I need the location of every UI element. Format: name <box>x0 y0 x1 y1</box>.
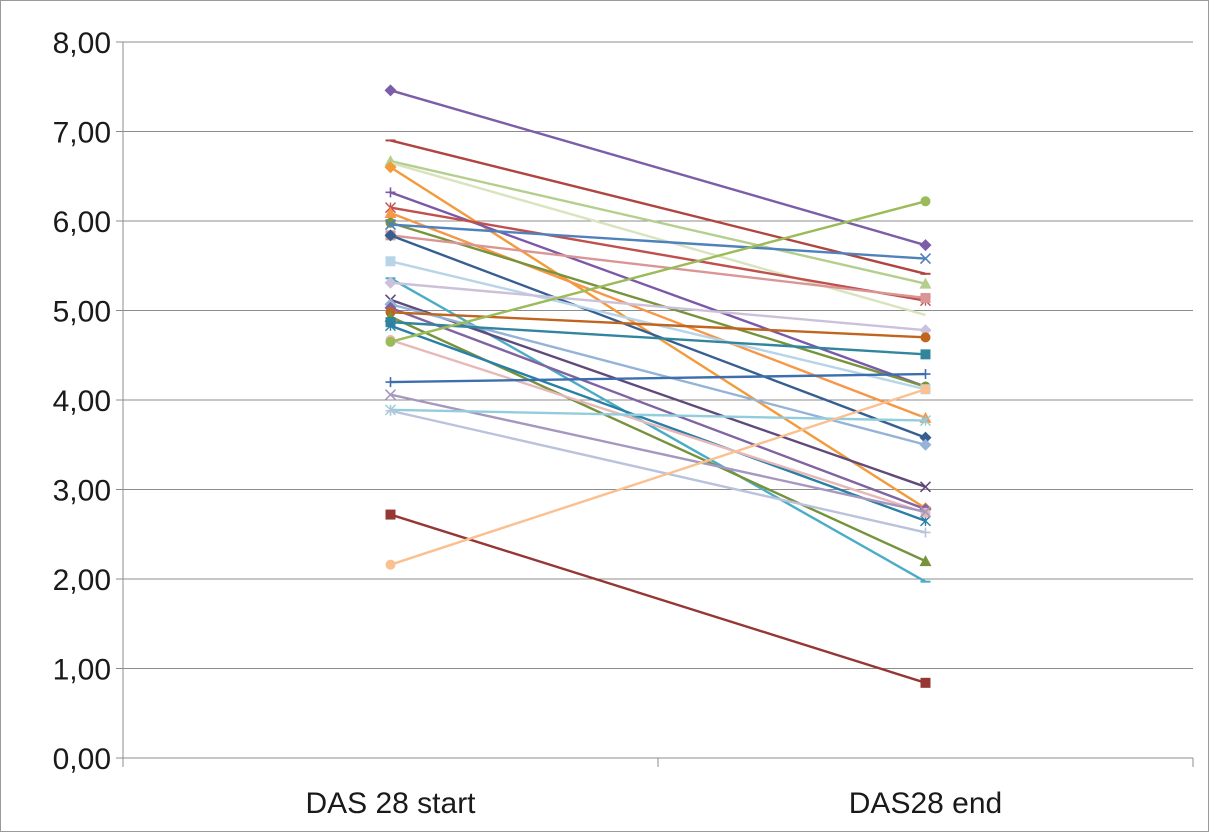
data-point <box>385 187 396 198</box>
data-point <box>384 229 397 242</box>
series-28 <box>385 405 931 538</box>
y-tick-label: 2,00 <box>53 564 111 597</box>
data-point <box>919 555 932 567</box>
data-point <box>920 196 931 207</box>
data-point <box>920 349 931 360</box>
y-tick-label: 1,00 <box>53 654 111 687</box>
series-line <box>390 234 926 300</box>
y-tick-label: 3,00 <box>53 475 111 508</box>
data-point <box>920 292 931 303</box>
series-line <box>390 388 926 566</box>
series-line <box>390 211 926 420</box>
series-line <box>390 89 926 247</box>
data-point <box>920 415 931 427</box>
series-line <box>390 513 926 684</box>
data-point <box>385 336 396 347</box>
axis-labels: 0,00 1,00 2,00 3,00 4,00 5,00 6,00 7,00 8,00 DAS … <box>53 27 1003 820</box>
data-point <box>385 377 396 388</box>
data-point <box>919 438 932 451</box>
data-point <box>384 219 397 231</box>
data-point <box>920 369 931 380</box>
series-29 <box>385 509 931 688</box>
data-point <box>385 405 396 416</box>
data-point <box>919 253 932 265</box>
y-tick-label: 0,00 <box>53 743 111 776</box>
y-tick-label: 8,00 <box>53 27 111 60</box>
y-tick-label: 5,00 <box>53 296 111 329</box>
series-15 <box>384 276 932 337</box>
series-25 <box>385 369 931 388</box>
data-point <box>385 256 396 267</box>
series-line <box>390 409 926 534</box>
data-point <box>384 276 397 289</box>
data-point <box>920 384 931 395</box>
series-4 <box>390 161 926 317</box>
data-point <box>384 84 397 97</box>
series-line <box>390 298 926 488</box>
series-line <box>390 393 926 514</box>
series-12 <box>384 229 932 444</box>
series-line <box>390 234 926 439</box>
data-point <box>919 277 932 289</box>
data-point <box>384 389 397 401</box>
data-point <box>920 677 931 688</box>
x-category-label: DAS28 end <box>849 787 1002 820</box>
series-line <box>390 306 926 511</box>
data-point <box>920 332 931 343</box>
series-26 <box>384 389 932 518</box>
series-line <box>390 161 926 317</box>
data-point <box>385 509 396 520</box>
x-category-label: DAS 28 start <box>305 787 476 820</box>
series-30 <box>385 384 931 570</box>
data-point <box>385 320 396 332</box>
y-tick-label: 6,00 <box>53 206 111 239</box>
series-10 <box>384 219 932 265</box>
y-tick-label: 4,00 <box>53 385 111 418</box>
data-point <box>385 217 396 228</box>
data-point <box>919 481 932 493</box>
series-22 <box>385 320 931 527</box>
series-line <box>390 206 926 302</box>
gridlines <box>123 41 1193 669</box>
axes <box>116 41 1194 767</box>
data-point <box>919 324 932 337</box>
series-line <box>390 139 926 275</box>
data-point <box>385 559 396 570</box>
series-line <box>390 320 926 356</box>
data-point <box>384 206 397 218</box>
series-1 <box>384 84 932 252</box>
series-line <box>390 281 926 332</box>
data-point <box>920 527 931 538</box>
y-tick-label: 7,00 <box>53 117 111 150</box>
series-line <box>390 338 926 514</box>
series-line <box>390 311 926 339</box>
data-point <box>384 161 397 174</box>
series-2 <box>385 139 931 275</box>
series-24 <box>385 196 931 347</box>
data-point <box>919 506 932 518</box>
series-line <box>390 159 926 285</box>
series-line <box>390 191 926 388</box>
series-line <box>390 324 926 522</box>
series-line <box>390 221 926 388</box>
series-line <box>390 223 926 260</box>
series-line <box>390 200 926 343</box>
data-point <box>919 239 932 252</box>
data-point <box>919 431 932 444</box>
series-line <box>390 372 926 384</box>
series-lines <box>384 84 932 688</box>
